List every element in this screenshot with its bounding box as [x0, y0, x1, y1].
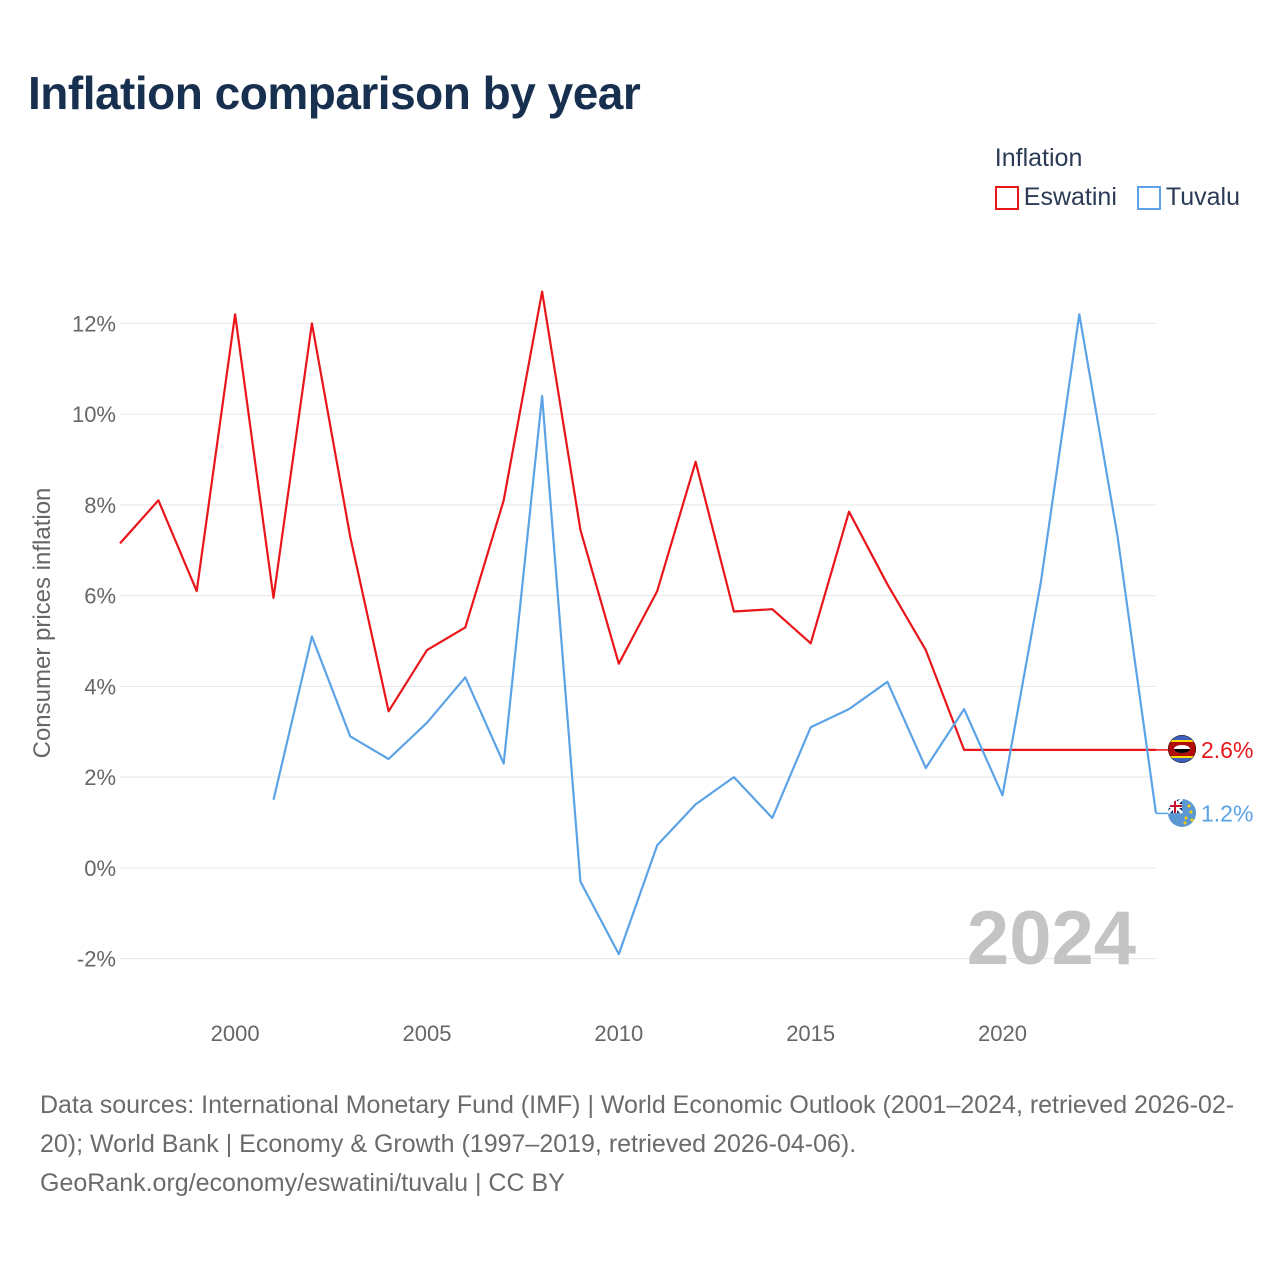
tuvalu-flag-icon	[1168, 799, 1196, 827]
x-tick-label: 2010	[594, 1021, 643, 1046]
legend-swatch-tuvalu	[1136, 185, 1161, 210]
credit-link[interactable]: GeoRank.org/economy/eswatini/tuvalu | CC…	[40, 1169, 565, 1197]
x-tick-label: 2015	[786, 1021, 835, 1046]
y-tick-label: 8%	[84, 493, 116, 518]
x-tick-label: 2000	[211, 1021, 260, 1046]
legend: Inflation Eswatini Tuvalu	[994, 144, 1240, 212]
x-tick-label: 2020	[978, 1021, 1027, 1046]
eswatini-flag-icon	[1168, 735, 1196, 763]
legend-label-eswatini: Eswatini	[1023, 183, 1117, 211]
y-tick-label: -2%	[77, 947, 116, 972]
data-sources: Data sources: International Monetary Fun…	[40, 1091, 1235, 1158]
y-axis-label: Consumer prices inflation	[29, 488, 56, 759]
y-tick-label: 0%	[84, 856, 116, 881]
legend-title: Inflation	[994, 144, 1083, 172]
legend-label-tuvalu: Tuvalu	[1165, 183, 1240, 211]
y-tick-label: 12%	[72, 311, 116, 336]
end-label-tuvalu: 1.2%	[1201, 800, 1253, 826]
series-line-eswatini	[119, 290, 1156, 752]
legend-item-eswatini[interactable]: Eswatini	[994, 183, 1117, 212]
end-label-eswatini: 2.6%	[1201, 737, 1253, 763]
line-chart: -2% 0% 2% 4% 6% 8% 10% 12% 2000 2005 2010 2015 2020…	[29, 290, 1253, 1046]
legend-item-tuvalu[interactable]: Tuvalu	[1136, 183, 1240, 212]
y-tick-label: 2%	[84, 765, 116, 790]
y-tick-label: 10%	[72, 402, 116, 427]
y-tick-label: 6%	[84, 584, 116, 609]
legend-swatch-eswatini	[994, 185, 1019, 210]
series-line-tuvalu	[272, 313, 1158, 956]
year-watermark: 2024	[967, 896, 1136, 981]
chart-title: Inflation comparison by year	[28, 67, 641, 119]
footer: Data sources: International Monetary Fun…	[40, 1086, 1250, 1203]
y-tick-label: 4%	[84, 674, 116, 699]
x-tick-label: 2005	[402, 1021, 451, 1046]
